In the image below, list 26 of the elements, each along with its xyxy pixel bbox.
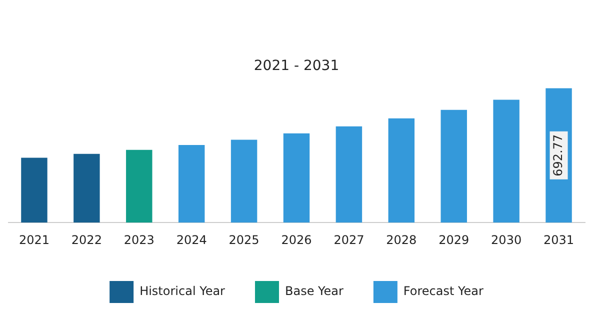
chart-title: 2021 - 2031 <box>254 58 340 74</box>
legend-label: Base Year <box>284 284 344 298</box>
x-tick-label: 2022 <box>71 232 102 247</box>
x-tick-label: 2023 <box>124 232 154 247</box>
bar <box>74 154 100 223</box>
data-label: 692.77 <box>550 134 565 176</box>
x-tick-label: 2024 <box>176 232 207 247</box>
x-tick-label: 2021 <box>18 232 50 247</box>
x-tick-label: 2031 <box>544 232 574 247</box>
bar <box>493 100 520 223</box>
bar <box>283 133 310 223</box>
bar <box>388 118 415 223</box>
bar <box>21 158 48 223</box>
x-tick-label: 2028 <box>386 232 417 247</box>
bar <box>178 145 205 223</box>
x-tick-label: 2025 <box>228 232 260 247</box>
legend-label: Forecast Year <box>403 284 484 298</box>
bar <box>440 110 467 223</box>
x-tick-label: 2029 <box>438 232 470 247</box>
legend-label: Historical Year <box>140 284 226 298</box>
x-tick-label: 2026 <box>281 232 312 247</box>
x-tick-label: 2030 <box>491 232 522 247</box>
bar <box>230 140 258 223</box>
bar <box>126 150 152 223</box>
x-tick-label: 2027 <box>334 232 364 247</box>
bar <box>336 126 362 223</box>
